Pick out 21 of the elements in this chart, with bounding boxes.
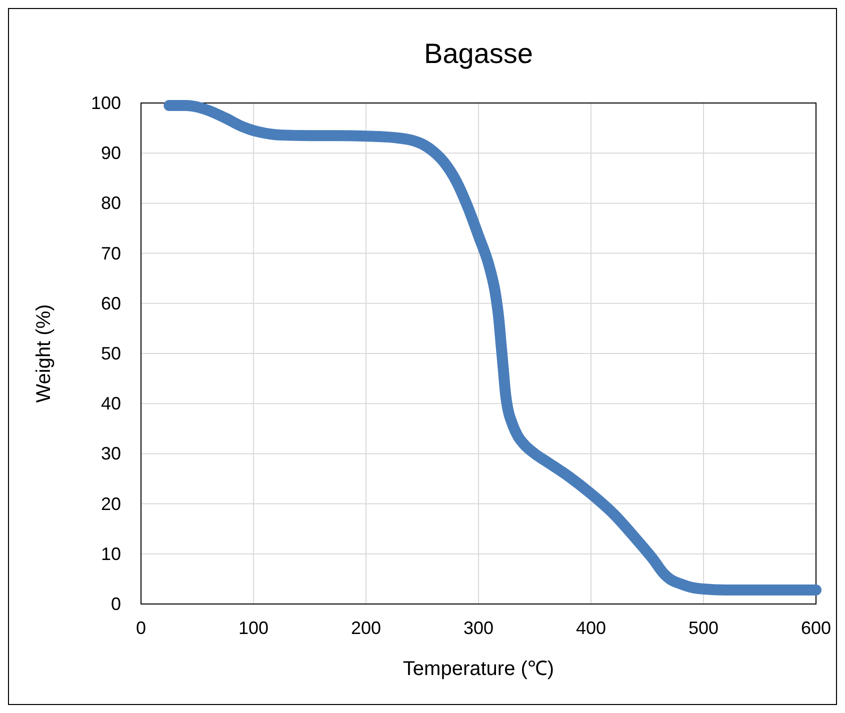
x-tick-label: 300 bbox=[463, 618, 494, 638]
x-tick-label: 400 bbox=[576, 618, 606, 638]
y-tick-label: 20 bbox=[100, 494, 121, 514]
y-tick-label: 10 bbox=[100, 544, 121, 564]
y-tick-label: 50 bbox=[100, 344, 121, 364]
y-tick-label: 40 bbox=[100, 394, 121, 414]
y-tick-label: 30 bbox=[100, 444, 121, 464]
y-tick-label: 100 bbox=[90, 93, 121, 113]
y-tick-label: 90 bbox=[100, 143, 121, 164]
y-tick-label: 80 bbox=[100, 193, 121, 214]
chart-title: Bagasse bbox=[424, 38, 533, 69]
y-tick-label: 70 bbox=[100, 243, 121, 264]
x-tick-label: 100 bbox=[238, 618, 269, 638]
y-tick-label: 60 bbox=[100, 293, 121, 314]
y-axis-title: Weight (%) bbox=[33, 304, 55, 403]
x-axis-title: Temperature (℃) bbox=[402, 658, 554, 680]
x-tick-label: 0 bbox=[136, 618, 146, 638]
x-tick-label: 200 bbox=[350, 618, 382, 638]
x-tick-label: 600 bbox=[800, 618, 832, 638]
y-tick-label: 0 bbox=[110, 594, 121, 614]
x-tick-label: 500 bbox=[688, 618, 719, 638]
